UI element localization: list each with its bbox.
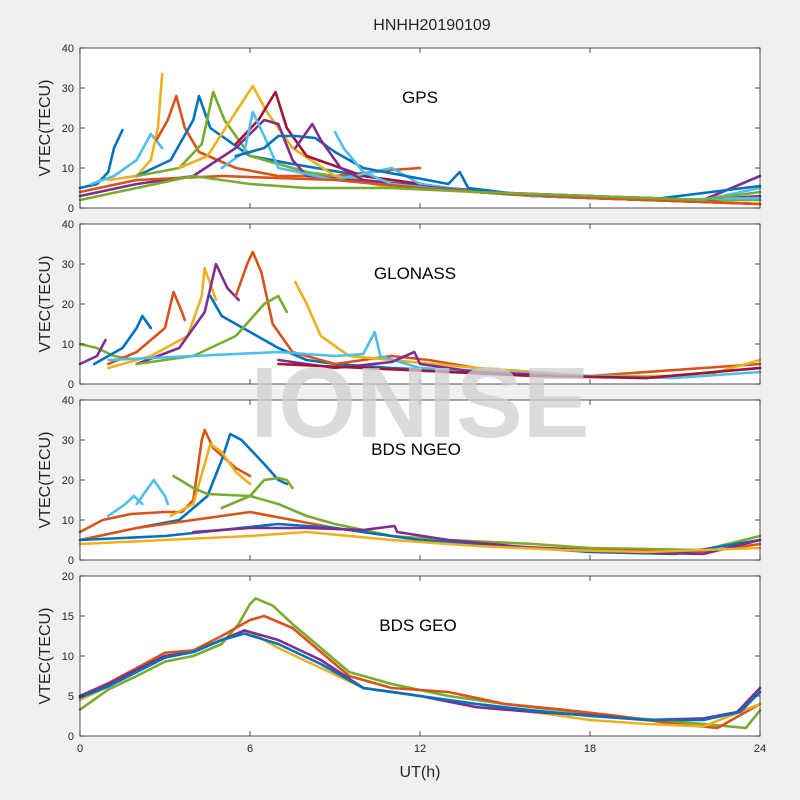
series-line-5: [78, 632, 762, 722]
panel-label: BDS GEO: [379, 616, 456, 635]
y-tick-label: 20: [62, 123, 74, 135]
y-tick-label: 40: [62, 43, 74, 55]
y-tick-label: 10: [62, 163, 74, 175]
series-line-7: [209, 294, 535, 376]
panel-2: 0 10 20 30 40 GLONASS VTEC(TECU): [37, 219, 762, 391]
panel-4: 0 5 10 15 20 0 6 12 18 24 BDS GEO VTEC(TECU): [37, 571, 766, 755]
panel-label: GPS: [402, 88, 438, 107]
x-axis-label: UT(h): [400, 764, 441, 781]
y-tick-label: 30: [62, 435, 74, 447]
y-tick-label: 30: [62, 259, 74, 271]
x-tick-label: 12: [414, 743, 426, 755]
panel-3: 0 10 20 30 40 BDS NGEO VTEC(TECU): [37, 395, 762, 567]
y-tick-label: 40: [62, 219, 74, 231]
y-axis-label: VTEC(TECU): [37, 256, 54, 353]
y-tick-label: 0: [68, 555, 74, 567]
series-line-2: [78, 614, 762, 730]
series-line-3: [135, 478, 170, 506]
y-tick-label: 15: [62, 611, 74, 623]
series-line-4: [107, 290, 187, 366]
series-line-1: [78, 128, 124, 190]
y-tick-label: 30: [62, 83, 74, 95]
series-line-15: [78, 174, 762, 202]
y-tick-label: 0: [68, 379, 74, 391]
series-line-2: [78, 338, 107, 366]
y-tick-label: 20: [62, 299, 74, 311]
y-tick-label: 0: [68, 203, 74, 215]
series-line-3: [107, 72, 164, 182]
y-tick-label: 10: [62, 339, 74, 351]
x-tick-label: 6: [247, 743, 253, 755]
y-axis-label: VTEC(TECU): [37, 608, 54, 705]
plot-area: [80, 224, 760, 384]
watermark-text: IONISE: [251, 347, 590, 459]
series-line-14: [78, 174, 762, 206]
y-axis-label: VTEC(TECU): [37, 432, 54, 529]
plot-area: [80, 576, 760, 736]
series-line-3: [92, 314, 153, 366]
y-tick-label: 10: [62, 651, 74, 663]
panel-label: GLONASS: [374, 264, 456, 283]
y-tick-label: 20: [62, 571, 74, 583]
series-line-5: [169, 442, 252, 518]
y-tick-label: 0: [68, 731, 74, 743]
series-line-11: [78, 530, 762, 554]
figure-title: HNHH20190109: [373, 17, 491, 34]
x-tick-label: 18: [584, 743, 596, 755]
series-line-7: [220, 476, 294, 510]
y-tick-label: 20: [62, 475, 74, 487]
y-tick-label: 10: [62, 515, 74, 527]
panel-label: BDS NGEO: [371, 440, 461, 459]
panel-1: 0 10 20 30 40 GPS VTEC(TECU): [37, 43, 762, 215]
y-tick-label: 40: [62, 395, 74, 407]
series-line-6: [135, 262, 240, 366]
x-tick-label: 24: [754, 743, 766, 755]
series-line-4: [135, 432, 289, 530]
y-tick-label: 5: [68, 691, 74, 703]
series-line-6: [172, 474, 762, 552]
x-tick-label: 0: [77, 743, 83, 755]
plot-area: [80, 48, 760, 208]
series-line-13: [277, 362, 762, 380]
y-axis-label: VTEC(TECU): [37, 80, 54, 177]
